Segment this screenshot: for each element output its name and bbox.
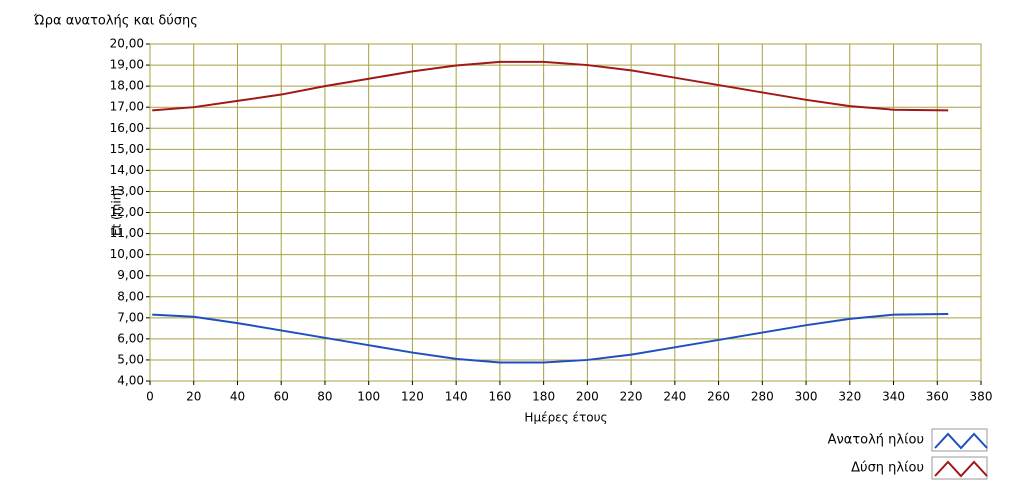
x-tick-label: 280 (751, 390, 774, 404)
y-axis-label: Et (min) (110, 188, 124, 236)
x-tick-label: 180 (532, 390, 555, 404)
legend-label: Ανατολή ηλίου (828, 433, 924, 448)
y-tick-label: 6,00 (117, 331, 144, 345)
y-tick-label: 19,00 (110, 58, 144, 72)
x-tick-label: 140 (445, 390, 468, 404)
x-tick-label: 20 (186, 390, 201, 404)
y-tick-label: 15,00 (110, 142, 144, 156)
y-tick-label: 20,00 (110, 37, 144, 51)
y-tick-label: 18,00 (110, 79, 144, 93)
x-tick-label: 160 (488, 390, 511, 404)
y-tick-label: 14,00 (110, 163, 144, 177)
y-tick-label: 10,00 (110, 247, 144, 261)
x-tick-label: 380 (970, 390, 993, 404)
legend-label: Δύση ηλίου (851, 461, 924, 476)
y-tick-label: 8,00 (117, 289, 144, 303)
x-tick-label: 320 (838, 390, 861, 404)
y-tick-label: 7,00 (117, 310, 144, 324)
x-tick-label: 260 (707, 390, 730, 404)
legend-swatch (934, 460, 988, 478)
x-tick-label: 120 (401, 390, 424, 404)
x-tick-label: 60 (274, 390, 289, 404)
y-tick-label: 12,00 (110, 205, 144, 219)
series-line (152, 60, 949, 112)
x-tick-label: 0 (146, 390, 154, 404)
x-tick-label: 240 (663, 390, 686, 404)
x-tick-label: 340 (882, 390, 905, 404)
x-tick-label: 40 (230, 390, 245, 404)
y-tick-label: 9,00 (117, 268, 144, 282)
legend-swatch (934, 432, 988, 450)
x-tick-label: 360 (926, 390, 949, 404)
x-tick-label: 80 (317, 390, 332, 404)
series-line (152, 313, 949, 364)
x-tick-label: 300 (795, 390, 818, 404)
y-tick-label: 17,00 (110, 100, 144, 114)
y-tick-label: 4,00 (117, 374, 144, 388)
y-tick-label: 16,00 (110, 121, 144, 135)
x-tick-label: 100 (357, 390, 380, 404)
y-tick-label: 11,00 (110, 226, 144, 240)
chart-title: Ώρα ανατολής και δύσης (33, 14, 198, 29)
x-tick-label: 200 (576, 390, 599, 404)
x-axis-label: Ημέρες έτους (524, 411, 607, 425)
y-tick-label: 13,00 (110, 184, 144, 198)
x-tick-label: 220 (620, 390, 643, 404)
y-tick-label: 5,00 (117, 352, 144, 366)
